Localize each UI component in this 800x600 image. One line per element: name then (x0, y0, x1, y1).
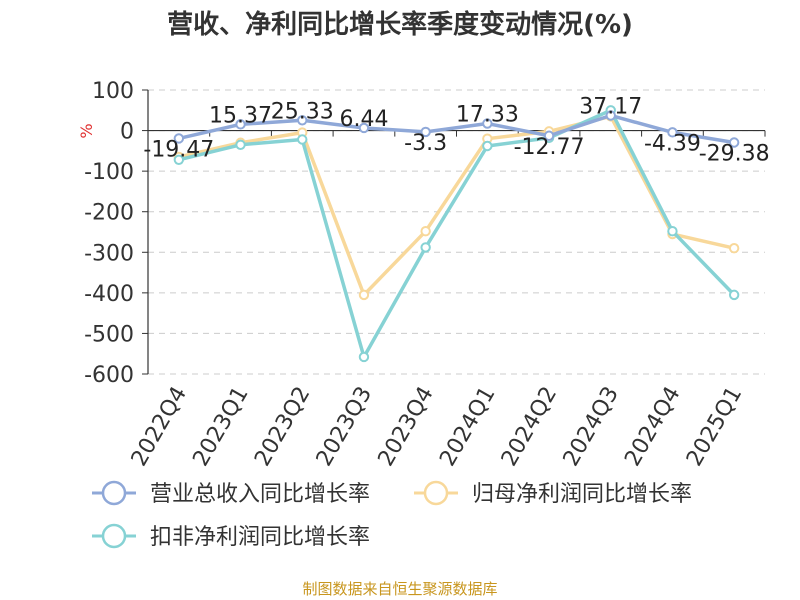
data-point (297, 134, 308, 145)
y-axis-label: % (77, 123, 96, 138)
data-label: -19.47 (143, 137, 214, 162)
data-label: 15.37 (209, 103, 272, 128)
data-point (420, 225, 431, 237)
y-tick-label: -600 (84, 363, 134, 388)
data-point (358, 351, 370, 363)
x-tick-label: 2024Q3 (559, 383, 624, 471)
x-tick-label: 2023Q3 (312, 383, 377, 471)
x-axis: 2022Q42023Q12023Q22023Q32023Q42024Q12024… (127, 129, 766, 471)
series-line (178, 108, 736, 359)
data-point (420, 126, 431, 138)
data-point (482, 118, 493, 129)
data-label: -4.39 (644, 131, 701, 156)
data-label: -29.38 (699, 141, 770, 166)
data-label: 25.33 (271, 99, 334, 124)
series-group (173, 105, 740, 363)
data-point (605, 110, 616, 121)
data-point (173, 133, 185, 144)
x-tick-label: 2024Q1 (435, 382, 500, 470)
x-tick-label: 2023Q1 (188, 383, 253, 471)
x-tick-label: 2024Q2 (497, 383, 562, 471)
legend-swatch-marker (423, 480, 449, 506)
x-tick-label: 2022Q4 (127, 383, 192, 471)
x-tick-label: 2025Q1 (682, 383, 747, 471)
legend-item: 扣非净利润同比增长率 (92, 523, 370, 550)
data-point (728, 137, 740, 148)
data-point (358, 122, 370, 134)
data-point (235, 139, 246, 150)
series-line (178, 113, 735, 145)
data-point (420, 242, 431, 253)
legend-swatch-marker (101, 523, 127, 549)
y-tick-label: -100 (84, 160, 134, 185)
series-line (178, 114, 735, 297)
data-point (358, 289, 370, 301)
legend-item: 归母净利润同比增长率 (414, 480, 692, 507)
data-label: -3.3 (404, 131, 447, 156)
legend-label: 归母净利润同比增长率 (472, 482, 692, 507)
legend-swatch-marker (101, 480, 127, 506)
data-point (543, 130, 555, 141)
chart-title: 营收、净利同比增长率季度变动情况(%) (167, 10, 633, 40)
y-tick-label: -300 (84, 241, 134, 266)
source-note: 制图数据来自恒生聚源数据库 (302, 580, 498, 598)
data-point (667, 127, 678, 138)
y-tick-label: 0 (120, 120, 134, 145)
y-tick-label: -400 (84, 282, 134, 307)
y-tick-label: 100 (92, 79, 134, 104)
data-point (728, 289, 740, 301)
legend-label: 扣非净利润同比增长率 (150, 525, 370, 550)
x-tick-label: 2023Q2 (250, 383, 315, 471)
data-point (728, 243, 740, 254)
data-point (235, 119, 246, 130)
x-tick-label: 2024Q4 (620, 383, 685, 471)
data-label: 6.44 (339, 107, 388, 132)
data-label: 17.33 (456, 103, 519, 128)
legend-label: 营业总收入同比增长率 (150, 482, 370, 507)
y-tick-label: -500 (84, 322, 134, 347)
data-point (297, 115, 308, 126)
y-tick-label: -200 (84, 201, 134, 226)
x-tick-label: 2023Q4 (374, 383, 439, 471)
data-label: -12.77 (514, 135, 585, 160)
data-label: 37.17 (579, 94, 642, 119)
data-point (173, 154, 185, 165)
legend-item: 营业总收入同比增长率 (92, 480, 370, 507)
data-point (482, 140, 493, 152)
y-axis: 100 0 -100 -200 -300 -400 -500 -600% (77, 79, 149, 388)
data-point (667, 225, 678, 237)
